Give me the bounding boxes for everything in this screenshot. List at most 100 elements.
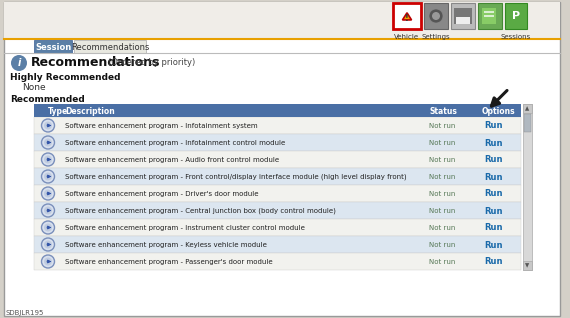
Text: Status: Status	[430, 107, 458, 115]
Text: Type: Type	[48, 107, 68, 115]
Circle shape	[42, 119, 55, 132]
Text: Software enhancement program - Instrument cluster control module: Software enhancement program - Instrumen…	[65, 225, 305, 231]
Bar	[34, 168, 521, 185]
Circle shape	[47, 124, 50, 127]
Text: Software enhancement program - Keyless vehicle module: Software enhancement program - Keyless v…	[65, 242, 267, 248]
Text: Run: Run	[484, 139, 503, 148]
Text: Run: Run	[484, 172, 503, 182]
Text: P: P	[512, 11, 520, 21]
Bar	[523, 261, 532, 270]
Circle shape	[44, 172, 52, 181]
Bar	[34, 253, 521, 270]
Polygon shape	[402, 13, 412, 20]
Bar	[451, 3, 475, 29]
Text: Not run: Not run	[429, 157, 455, 163]
Text: Options: Options	[482, 107, 516, 115]
Circle shape	[42, 170, 55, 183]
Bar	[478, 3, 502, 29]
Text: Software enhancement program - Audio front control module: Software enhancement program - Audio fro…	[65, 157, 279, 163]
Text: Not run: Not run	[429, 225, 455, 231]
Circle shape	[47, 192, 50, 195]
Bar	[34, 117, 521, 134]
Text: Run: Run	[484, 190, 503, 198]
Text: Recommended: Recommended	[10, 94, 85, 103]
Bar	[34, 185, 521, 202]
Bar	[424, 3, 448, 29]
Circle shape	[47, 260, 50, 263]
Bar	[4, 2, 560, 38]
Text: Software enhancement program - Infotainment control module: Software enhancement program - Infotainm…	[65, 140, 285, 146]
Bar	[456, 17, 470, 24]
Circle shape	[44, 258, 52, 266]
Text: Run: Run	[484, 156, 503, 164]
Text: Not run: Not run	[429, 259, 455, 265]
Circle shape	[47, 226, 50, 229]
Bar	[484, 15, 494, 17]
Text: Recommendations: Recommendations	[31, 56, 161, 68]
Bar	[523, 104, 532, 270]
Text: SDBJLR195: SDBJLR195	[6, 310, 44, 316]
Text: Description: Description	[65, 107, 115, 115]
Circle shape	[44, 190, 52, 197]
Circle shape	[47, 141, 50, 144]
Text: Not run: Not run	[429, 242, 455, 248]
Text: None: None	[22, 82, 46, 92]
Bar	[523, 104, 532, 113]
Text: Recommendations: Recommendations	[71, 43, 149, 52]
Bar	[34, 151, 521, 168]
Text: i: i	[17, 59, 21, 68]
Text: Vehicle: Vehicle	[394, 34, 420, 40]
Text: Software enhancement program - Central junction box (body control module): Software enhancement program - Central j…	[65, 208, 336, 214]
Text: Software enhancement program - Infotainment system: Software enhancement program - Infotainm…	[65, 123, 258, 129]
Bar	[74, 40, 146, 53]
Bar	[34, 219, 521, 236]
Text: !: !	[405, 14, 409, 23]
Circle shape	[44, 139, 52, 147]
Bar	[34, 104, 521, 117]
Circle shape	[44, 206, 52, 215]
Text: Not run: Not run	[429, 140, 455, 146]
Circle shape	[432, 12, 440, 20]
Bar	[454, 8, 472, 24]
Bar	[482, 8, 496, 24]
Text: Software enhancement program - Front control/display interface module (high leve: Software enhancement program - Front con…	[65, 174, 406, 180]
Circle shape	[42, 238, 55, 251]
Circle shape	[429, 9, 443, 23]
Text: Not run: Not run	[429, 208, 455, 214]
Circle shape	[42, 153, 55, 166]
Circle shape	[11, 55, 27, 71]
Bar	[393, 3, 421, 29]
Text: Highly Recommended: Highly Recommended	[10, 73, 120, 81]
Text: Run: Run	[484, 121, 503, 130]
Bar	[484, 11, 494, 13]
Circle shape	[47, 243, 50, 246]
Bar	[34, 202, 521, 219]
Bar	[505, 3, 527, 29]
Text: Run: Run	[484, 258, 503, 266]
Circle shape	[44, 240, 52, 248]
Text: Run: Run	[484, 240, 503, 250]
Text: Settings: Settings	[422, 34, 450, 40]
Text: Sessions: Sessions	[501, 34, 531, 40]
Text: Run: Run	[484, 206, 503, 216]
Circle shape	[44, 121, 52, 129]
Text: Run: Run	[484, 224, 503, 232]
Text: ▼: ▼	[526, 263, 530, 268]
Circle shape	[42, 255, 55, 268]
Text: Not run: Not run	[429, 191, 455, 197]
Circle shape	[47, 158, 50, 161]
Bar	[34, 236, 521, 253]
Circle shape	[42, 136, 55, 149]
Circle shape	[42, 187, 55, 200]
Circle shape	[47, 175, 50, 178]
Text: Software enhancement program - Passenger's door module: Software enhancement program - Passenger…	[65, 259, 272, 265]
Bar	[524, 114, 531, 132]
Text: ▲: ▲	[526, 106, 530, 111]
Circle shape	[44, 224, 52, 232]
Text: Software enhancement program - Driver's door module: Software enhancement program - Driver's …	[65, 191, 259, 197]
Text: Session: Session	[35, 43, 71, 52]
Circle shape	[42, 204, 55, 217]
Circle shape	[47, 209, 50, 212]
Circle shape	[44, 156, 52, 163]
Text: (Ordered by priority): (Ordered by priority)	[108, 58, 196, 67]
